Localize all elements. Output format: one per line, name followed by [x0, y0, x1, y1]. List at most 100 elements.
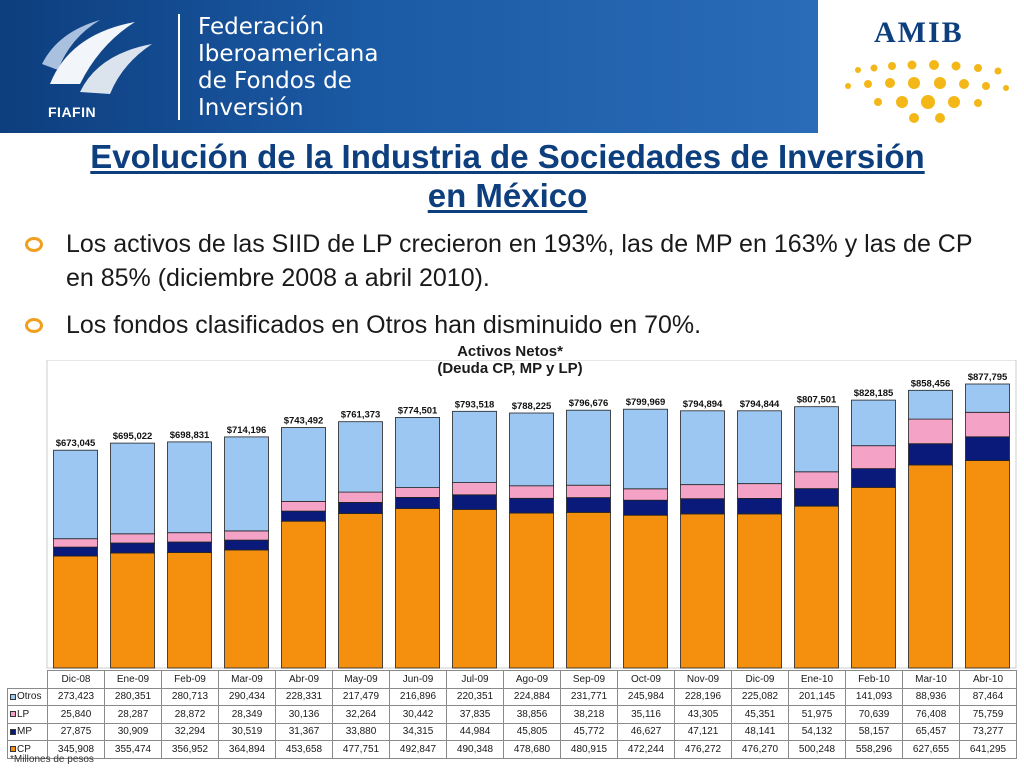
bar-total-label: $794,844	[740, 399, 780, 410]
bar-segment-lp	[623, 488, 668, 501]
table-header-cell: Ene-09	[104, 670, 162, 689]
table-cell: 37,835	[446, 705, 504, 724]
footnote: *Millones de pesos	[10, 754, 94, 765]
bar-segment-cp	[794, 505, 839, 669]
bar-segment-cp	[395, 508, 440, 669]
bar-segment-mp	[680, 498, 725, 515]
legend-swatch-icon	[10, 711, 16, 718]
bar-total-label: $673,045	[56, 438, 96, 449]
bar-segment-cp	[965, 460, 1010, 669]
bullet-item: Los fondos clasificados en Otros han dis…	[24, 308, 1004, 342]
bar-segment-otros	[53, 449, 98, 540]
table-cell: 34,315	[389, 722, 447, 741]
table-cell: 627,655	[902, 740, 960, 759]
bar-segment-lp	[965, 411, 1010, 438]
table-cell: 43,305	[674, 705, 732, 724]
table-cell: 25,840	[47, 705, 105, 724]
table-cell: 58,157	[845, 722, 903, 741]
org-name-line: Iberoamericana	[198, 41, 379, 67]
bar-segment-otros	[623, 408, 668, 490]
chart-title: Activos Netos* (Deuda CP, MP y LP)	[380, 343, 640, 377]
bar-segment-otros	[737, 410, 782, 485]
bar-segment-lp	[167, 532, 212, 543]
table-row-label: CP	[7, 740, 48, 759]
page-title: Evolución de la Industria de Sociedades …	[20, 137, 995, 215]
amib-logo-text: AMIB	[874, 16, 964, 49]
bar-segment-cp	[509, 512, 554, 669]
table-cell: 32,264	[332, 705, 390, 724]
bar-segment-mp	[110, 542, 155, 554]
table-cell: 28,872	[161, 705, 219, 724]
table-cell: 28,287	[104, 705, 162, 724]
table-cell: 476,270	[731, 740, 789, 759]
table-cell: 280,713	[161, 687, 219, 706]
chart-title-line1: Activos Netos*	[457, 343, 563, 360]
legend-swatch-icon	[10, 728, 16, 735]
bar-segment-lp	[224, 530, 269, 541]
table-cell: 225,082	[731, 687, 789, 706]
table-cell: 33,880	[332, 722, 390, 741]
bar-segment-cp	[623, 514, 668, 669]
bar-segment-otros	[680, 410, 725, 486]
table-cell: 48,141	[731, 722, 789, 741]
bar-total-label: $774,501	[398, 405, 438, 416]
bar-total-label: $796,676	[569, 398, 609, 409]
bar-segment-mp	[908, 443, 953, 466]
amib-dots-icon	[845, 60, 1009, 123]
bar-total-label: $788,225	[512, 401, 552, 412]
fiafin-label: FIAFIN	[48, 104, 97, 120]
table-header-row: Dic-08 Ene-09 Feb-09 Mar-09 Abr-09 May-09 Jun-…	[8, 670, 1017, 689]
bar-segment-mp	[395, 496, 440, 509]
table-header-cell: Jun-09	[389, 670, 447, 689]
table-row: MP 27,875 30,909 32,294 30,519 31,367 33,880 34…	[7, 722, 1017, 741]
org-name-line: Inversión	[198, 95, 304, 121]
table-header-cell: Oct-09	[617, 670, 675, 689]
bar-segment-mp	[509, 497, 554, 514]
chart-title-line2: (Deuda CP, MP y LP)	[437, 360, 583, 377]
bar-segment-lp	[452, 482, 497, 496]
bar-segment-lp	[509, 485, 554, 499]
table-header-cell: Ene-10	[788, 670, 846, 689]
table-header-cell: Dic-09	[731, 670, 789, 689]
table-cell: 217,479	[332, 687, 390, 706]
table-cell: 28,349	[218, 705, 276, 724]
table-cell: 30,909	[104, 722, 162, 741]
table-cell: 32,294	[161, 722, 219, 741]
bar-total-label: $698,831	[170, 430, 210, 441]
bar-segment-lp	[851, 445, 896, 469]
bar-segment-mp	[794, 488, 839, 507]
table-cell: 30,136	[275, 705, 333, 724]
bar-segment-cp	[851, 487, 896, 669]
bar-segment-otros	[224, 436, 269, 532]
stacked-bar-chart: $673,045 $695,022 $698,831 $714,196 $743,492…	[46, 360, 1017, 669]
bar-segment-mp	[452, 494, 497, 510]
legend-label: Otros	[17, 691, 42, 703]
table-cell: 220,351	[446, 687, 504, 706]
bar-segment-otros	[110, 442, 155, 535]
table-cell: 273,423	[47, 687, 105, 706]
table-cell: 45,805	[503, 722, 561, 741]
table-cell: 228,331	[275, 687, 333, 706]
bar-segment-otros	[509, 412, 554, 487]
bar-total-label: $761,373	[341, 410, 381, 421]
legend-label: CP	[17, 743, 31, 755]
bar-segment-mp	[224, 539, 269, 551]
table-header-cell: Mar-09	[218, 670, 276, 689]
bar-total-label: $743,492	[284, 416, 324, 427]
bar-segment-lp	[908, 418, 953, 445]
header-banner: FIAFIN Federación Iberoamericana de Fond…	[0, 0, 818, 133]
table-cell: 477,751	[332, 740, 390, 759]
table-cell: 480,915	[560, 740, 618, 759]
bar-segment-mp	[965, 436, 1010, 461]
table-cell: 47,121	[674, 722, 732, 741]
table-header-cell: Abr-09	[275, 670, 333, 689]
bar-total-label: $794,894	[683, 399, 723, 410]
bar-segment-mp	[737, 497, 782, 515]
table-cell: 51,975	[788, 705, 846, 724]
bar-segment-otros	[395, 417, 440, 488]
table-cell: 38,218	[560, 705, 618, 724]
table-cell: 87,464	[959, 687, 1017, 706]
bar-segment-otros	[851, 399, 896, 447]
bullet-ring-icon	[25, 237, 43, 252]
bar-segment-mp	[281, 510, 326, 522]
